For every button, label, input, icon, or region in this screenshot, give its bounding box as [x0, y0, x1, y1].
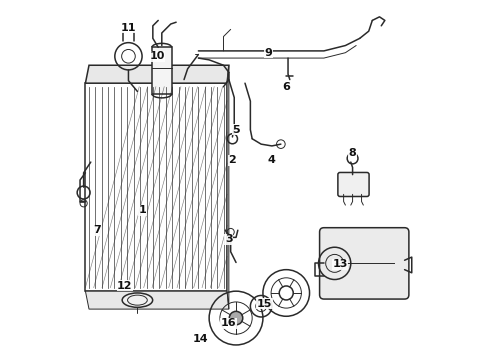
Text: 11: 11 — [121, 23, 136, 33]
Text: 6: 6 — [282, 82, 290, 92]
Bar — [152, 47, 172, 94]
Text: 2: 2 — [228, 155, 236, 165]
Text: 8: 8 — [349, 148, 356, 158]
Text: 15: 15 — [257, 299, 272, 309]
Text: 1: 1 — [139, 206, 147, 216]
Polygon shape — [227, 65, 229, 309]
Ellipse shape — [127, 295, 147, 305]
Circle shape — [229, 311, 243, 325]
FancyBboxPatch shape — [319, 228, 409, 299]
Text: 12: 12 — [117, 281, 133, 291]
Text: 7: 7 — [94, 225, 101, 235]
Polygon shape — [85, 291, 229, 309]
Text: 16: 16 — [221, 319, 237, 328]
Text: 3: 3 — [225, 234, 233, 244]
Text: 9: 9 — [265, 48, 272, 58]
FancyBboxPatch shape — [338, 172, 369, 197]
Text: 5: 5 — [232, 125, 240, 135]
Text: 4: 4 — [268, 155, 276, 165]
Text: 10: 10 — [149, 51, 165, 61]
Ellipse shape — [122, 293, 153, 307]
Polygon shape — [85, 65, 229, 83]
Text: 13: 13 — [332, 259, 348, 269]
Text: 14: 14 — [193, 333, 208, 343]
